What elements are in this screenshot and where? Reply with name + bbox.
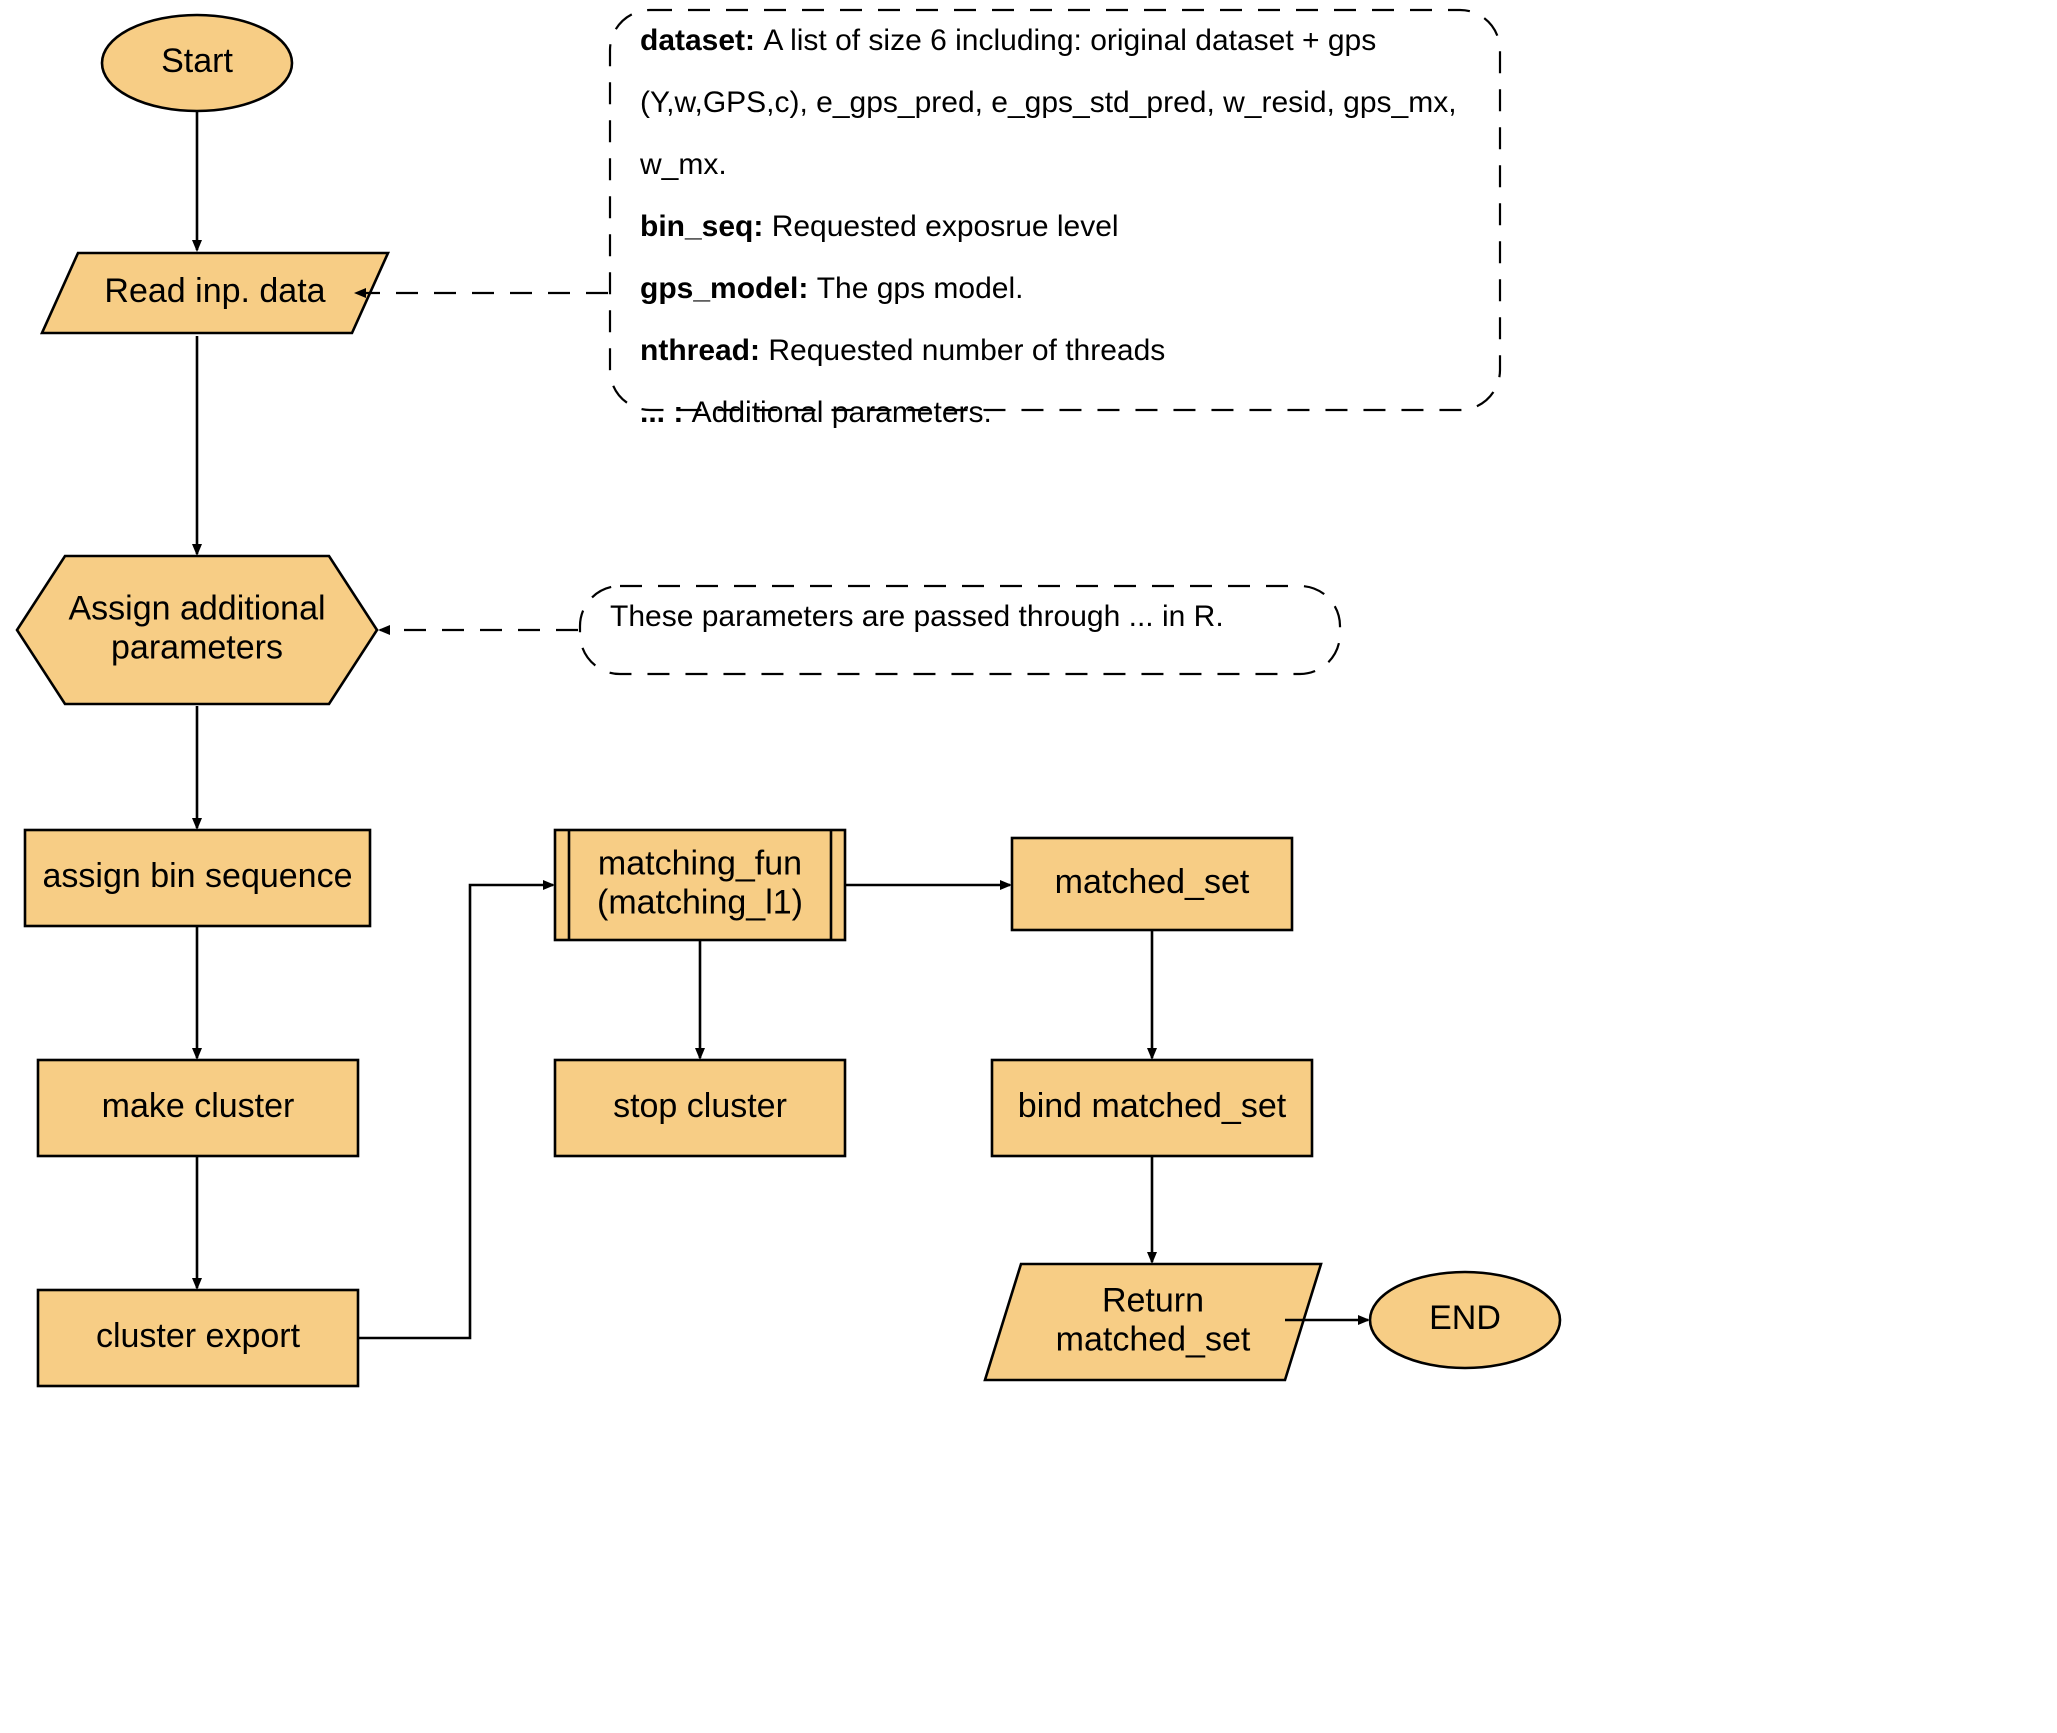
annotation-params-line-0: These parameters are passed through ... … [610, 600, 1224, 633]
assign_params-label-0: Assign additional [68, 589, 325, 627]
annotation-dataset-line-3-seg-1: Requested exposrue level [772, 210, 1119, 243]
return_matched-label-1: matched_set [1056, 1321, 1251, 1359]
annotation-dataset-line-3-seg-0: bin_seq: [640, 210, 772, 243]
make_cluster-label: make cluster [102, 1087, 295, 1125]
annotation-dataset-line-6-seg-0: ... : [640, 396, 692, 429]
annotation-dataset-line-5-seg-0: nthread: [640, 334, 768, 367]
matched_set-label: matched_set [1055, 863, 1250, 901]
annotation-dataset-line-5: nthread: Requested number of threads [640, 334, 1165, 367]
cluster_export-label: cluster export [96, 1317, 301, 1355]
return_matched-label-0: Return [1102, 1281, 1204, 1319]
annotation-dataset-line-1: (Y,w,GPS,c), e_gps_pred, e_gps_std_pred,… [640, 86, 1457, 119]
annotation-dataset-line-4-seg-1: The gps model. [817, 272, 1024, 305]
annotation-dataset-line-0-seg-0: dataset: [640, 24, 763, 57]
end-label: END [1429, 1299, 1501, 1337]
assign_params-label-1: parameters [111, 629, 283, 667]
annotation-dataset-line-6: ... : Additional parameters. [640, 396, 992, 429]
annotation-dataset-line-1-seg-0: (Y,w,GPS,c), e_gps_pred, e_gps_std_pred,… [640, 86, 1457, 119]
matching_fun-label-1: (matching_l1) [597, 884, 803, 922]
annotation-dataset-line-6-seg-1: Additional parameters. [692, 396, 992, 429]
annotation-dataset-line-5-seg-1: Requested number of threads [768, 334, 1165, 367]
annotation-dataset-line-2: w_mx. [639, 148, 727, 181]
annotation-dataset-line-2-seg-0: w_mx. [639, 148, 727, 181]
bind_matched-label: bind matched_set [1018, 1087, 1287, 1125]
annotation-dataset-line-3: bin_seq: Requested exposrue level [640, 210, 1119, 243]
annotation-dataset-line-0: dataset: A list of size 6 including: ori… [640, 24, 1376, 57]
assign_bin_seq-label: assign bin sequence [42, 857, 352, 895]
stop_cluster-label: stop cluster [613, 1087, 787, 1125]
read_inp-label: Read inp. data [104, 272, 325, 310]
annotation-dataset-line-0-seg-1: A list of size 6 including: original dat… [763, 24, 1376, 57]
annotation-dataset-line-4-seg-0: gps_model: [640, 272, 817, 305]
annotation-params-line-0-seg-0: These parameters are passed through ... … [610, 600, 1224, 633]
annotation-dataset-line-4: gps_model: The gps model. [640, 272, 1023, 305]
start-label: Start [161, 42, 233, 80]
matching_fun-label-0: matching_fun [598, 844, 802, 882]
edge-cluster-export-to-matching-fun [358, 885, 553, 1338]
